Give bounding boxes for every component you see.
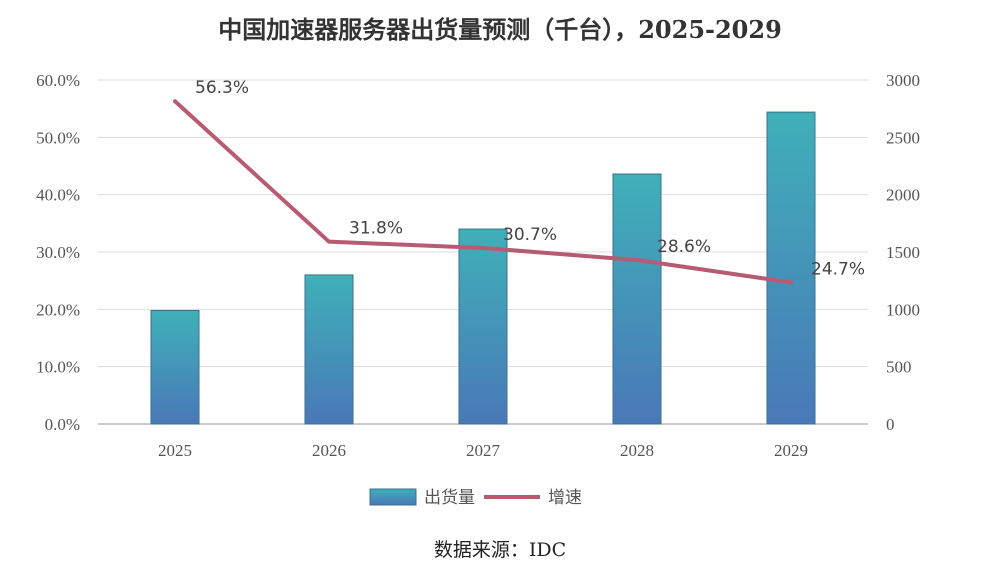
right-tick-label: 2000 xyxy=(886,186,920,205)
x-tick-label: 2025 xyxy=(158,441,192,460)
line-point xyxy=(173,99,177,104)
data-label: 30.7% xyxy=(503,225,557,245)
right-tick-label: 2500 xyxy=(886,128,920,147)
left-tick-label: 10.0% xyxy=(36,358,80,377)
bar xyxy=(458,228,508,425)
bar xyxy=(304,274,354,425)
left-tick-label: 50.0% xyxy=(36,128,80,147)
right-tick-label: 500 xyxy=(886,358,912,377)
data-label: 31.8% xyxy=(349,219,403,239)
bar-series xyxy=(150,111,816,425)
right-tick-label: 1500 xyxy=(886,243,920,262)
line-point xyxy=(481,245,485,250)
left-tick-label: 40.0% xyxy=(36,186,80,205)
line-point xyxy=(327,239,331,244)
bar xyxy=(766,111,816,425)
legend-bar-label: 出货量 xyxy=(424,488,475,508)
left-tick-label: 0.0% xyxy=(45,415,80,434)
x-tick-label: 2029 xyxy=(774,441,808,460)
bar xyxy=(612,173,662,425)
right-axis: 0 500 1000 1500 2000 2500 3000 xyxy=(886,71,920,434)
left-tick-label: 30.0% xyxy=(36,243,80,262)
bar xyxy=(150,309,200,425)
line-series: 56.3% 31.8% 30.7% 28.6% 24.7% xyxy=(173,78,865,285)
left-axis: 0.0% 10.0% 20.0% 30.0% 40.0% 50.0% 60.0% xyxy=(36,71,80,434)
left-tick-label: 20.0% xyxy=(36,300,80,319)
right-tick-label: 0 xyxy=(886,415,895,434)
right-tick-label: 3000 xyxy=(886,71,920,90)
line-point xyxy=(789,280,793,285)
legend: 出货量 增速 xyxy=(369,488,582,508)
line-point xyxy=(635,258,639,263)
source-note: 数据来源：IDC xyxy=(434,539,566,561)
x-tick-label: 2028 xyxy=(620,441,654,460)
x-tick-label: 2027 xyxy=(466,441,501,460)
data-label: 28.6% xyxy=(657,237,711,257)
data-label: 24.7% xyxy=(811,259,865,279)
x-tick-label: 2026 xyxy=(312,441,346,460)
right-tick-label: 1000 xyxy=(886,300,920,319)
data-label: 56.3% xyxy=(195,78,249,98)
left-tick-label: 60.0% xyxy=(36,71,80,90)
legend-bar-swatch xyxy=(369,488,417,506)
legend-line-label: 增速 xyxy=(548,488,582,508)
x-axis: 2025 2026 2027 2028 2029 xyxy=(158,441,808,460)
chart-title: 中国加速器服务器出货量预测（千台），2025-2029 xyxy=(218,15,782,44)
